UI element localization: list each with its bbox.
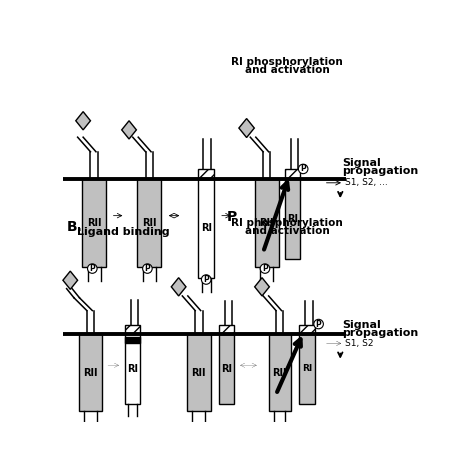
Circle shape	[143, 264, 152, 273]
Polygon shape	[63, 271, 78, 289]
Text: RI: RI	[221, 364, 232, 374]
Text: RII: RII	[142, 218, 156, 228]
Text: P: P	[316, 319, 321, 328]
Bar	[199, 179, 214, 278]
Circle shape	[314, 319, 323, 329]
Text: propagation: propagation	[342, 166, 419, 176]
Bar	[300, 334, 315, 404]
Text: propagation: propagation	[342, 328, 419, 338]
Bar	[125, 325, 140, 334]
Bar	[125, 337, 140, 343]
Text: P: P	[227, 210, 237, 225]
Bar	[285, 169, 300, 179]
Text: S1, S2, ...: S1, S2, ...	[345, 178, 388, 187]
Bar	[255, 179, 279, 267]
Circle shape	[88, 264, 97, 273]
Polygon shape	[255, 278, 269, 296]
Text: P: P	[301, 164, 306, 173]
Text: P: P	[203, 275, 209, 284]
Circle shape	[260, 264, 270, 273]
Text: RII: RII	[191, 368, 206, 378]
Circle shape	[299, 164, 308, 173]
Bar	[199, 169, 214, 179]
Bar	[82, 179, 106, 267]
Text: RI phosphorylation: RI phosphorylation	[231, 218, 343, 228]
Text: RII: RII	[83, 368, 98, 378]
Text: RI: RI	[127, 364, 138, 374]
Polygon shape	[171, 278, 186, 296]
Text: Ligand binding: Ligand binding	[77, 227, 170, 237]
Text: S1, S2: S1, S2	[345, 339, 374, 348]
Text: and activation: and activation	[245, 65, 329, 75]
Bar	[137, 179, 161, 267]
Text: P: P	[262, 264, 268, 273]
Bar	[285, 179, 300, 259]
Text: Signal: Signal	[342, 158, 381, 168]
Text: RI phosphorylation: RI phosphorylation	[231, 57, 343, 67]
Text: and activation: and activation	[245, 227, 329, 237]
Text: RII: RII	[87, 218, 101, 228]
Text: P: P	[145, 264, 150, 273]
Polygon shape	[76, 111, 91, 130]
Text: RII: RII	[273, 368, 287, 378]
Text: B.: B.	[66, 219, 82, 234]
Polygon shape	[122, 121, 137, 139]
Bar	[219, 325, 234, 334]
Bar	[125, 334, 140, 404]
Bar	[79, 334, 102, 411]
Text: RI: RI	[201, 223, 212, 233]
Polygon shape	[239, 118, 255, 137]
Text: RI: RI	[302, 365, 312, 374]
Text: Signal: Signal	[342, 320, 381, 330]
Bar	[269, 334, 291, 411]
Bar	[187, 334, 211, 411]
Text: RI: RI	[287, 214, 298, 224]
Circle shape	[201, 275, 211, 284]
Text: P: P	[90, 264, 95, 273]
Bar	[300, 325, 315, 334]
Text: RII: RII	[260, 218, 274, 228]
Bar	[219, 334, 234, 404]
